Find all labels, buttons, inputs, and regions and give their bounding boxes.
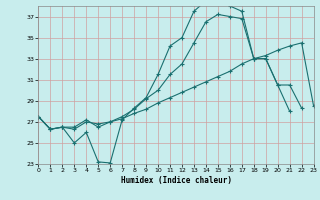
X-axis label: Humidex (Indice chaleur): Humidex (Indice chaleur) <box>121 176 231 185</box>
